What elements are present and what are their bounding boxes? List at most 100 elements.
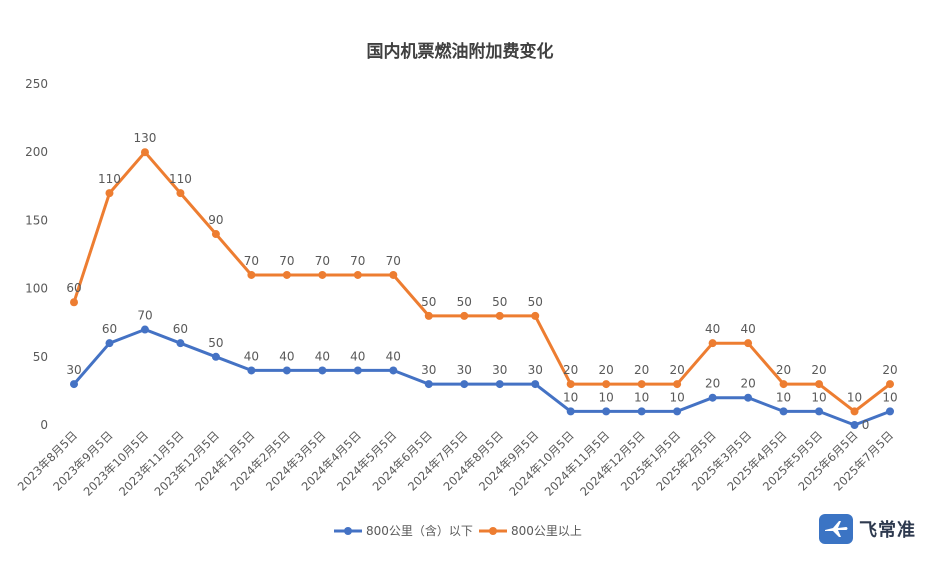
- series-2-data-label: 20: [669, 363, 684, 377]
- series-lines: [72, 150, 891, 427]
- series-1-data-label: 40: [315, 349, 330, 363]
- series-1-data-label: 40: [386, 349, 401, 363]
- series-2-point: [744, 339, 753, 348]
- series-1-point: [495, 380, 504, 389]
- series-1-point: [105, 339, 114, 348]
- series-2-data-label: 20: [882, 363, 897, 377]
- series-2-data-label: 60: [66, 281, 81, 295]
- series-2-data-label: 20: [634, 363, 649, 377]
- series-1-data-label: 10: [811, 390, 826, 404]
- y-tick-label: 50: [33, 350, 48, 364]
- series-2-point: [708, 339, 717, 348]
- series-1-point: [708, 393, 717, 402]
- series-2-data-label: 130: [134, 131, 157, 145]
- series-1-data-label: 30: [457, 363, 472, 377]
- series-2-data-label: 90: [208, 213, 223, 227]
- series-2-point: [105, 189, 114, 198]
- series-1-point: [886, 407, 894, 416]
- series-2-data-label: 50: [528, 295, 543, 309]
- series-2-point: [211, 230, 220, 239]
- airplane-icon: [819, 514, 853, 544]
- series-1-data-label: 0: [862, 418, 870, 432]
- series-1-point: [211, 352, 220, 361]
- series-2-data-label: 50: [457, 295, 472, 309]
- y-tick-label: 0: [40, 418, 48, 432]
- series-2-point: [176, 189, 185, 198]
- series-1-data-label: 30: [492, 363, 507, 377]
- series-2-point: [424, 311, 433, 320]
- legend[interactable]: 800公里（含）以下 800公里以上: [334, 523, 582, 538]
- series-2-data-label: 70: [244, 254, 259, 268]
- series-2-point: [495, 311, 504, 320]
- series-1-data-label: 10: [882, 390, 897, 404]
- series-1-point: [318, 366, 327, 375]
- series-2-data-label: 70: [386, 254, 401, 268]
- series-1-point: [637, 407, 646, 416]
- series-1-point: [140, 325, 149, 334]
- series-2-data-label: 50: [492, 295, 507, 309]
- series-1-point: [531, 380, 540, 389]
- legend-label: 800公里以上: [511, 524, 582, 538]
- series-1-point: [815, 407, 824, 416]
- series-1-point: [247, 366, 256, 375]
- series-line-2: [72, 150, 891, 413]
- series-1-data-label: 70: [137, 309, 152, 323]
- series-2-point: [70, 298, 78, 307]
- watermark-text: 飞常准: [859, 520, 916, 541]
- series-1-data-label: 60: [102, 322, 117, 336]
- series-1-point: [602, 407, 611, 416]
- series-2-point: [815, 380, 824, 389]
- chart-title: 国内机票燃油附加费变化: [367, 41, 554, 62]
- series-1-point: [850, 421, 859, 429]
- data-labels: 30 60 70 60 50 40 40 40 40 40 30 30 30 30 10 10 10 10 20 20…: [66, 131, 897, 432]
- series-1-data-label: 40: [244, 349, 259, 363]
- series-1-data-label: 50: [208, 336, 223, 350]
- series-1-data-label: 10: [599, 390, 614, 404]
- series-2-data-label: 40: [740, 322, 755, 336]
- series-points: [70, 148, 894, 429]
- legend-marker: [489, 527, 497, 535]
- y-tick-label: 200: [25, 145, 48, 159]
- series-1-data-label: 20: [705, 377, 720, 391]
- series-2-point: [673, 380, 682, 389]
- series-2-point: [389, 270, 398, 279]
- series-1-data-label: 10: [563, 390, 578, 404]
- series-2-data-label: 70: [315, 254, 330, 268]
- watermark: 飞常准: [819, 514, 916, 544]
- legend-marker: [344, 527, 352, 535]
- y-tick-label: 250: [25, 77, 48, 91]
- series-1-data-label: 40: [279, 349, 294, 363]
- series-1-point: [744, 393, 753, 402]
- series-2-data-label: 20: [563, 363, 578, 377]
- legend-item-2[interactable]: 800公里以上: [479, 524, 582, 538]
- series-1-data-label: 30: [421, 363, 436, 377]
- legend-item-1[interactable]: 800公里（含）以下: [334, 523, 473, 538]
- series-1-point: [673, 407, 682, 416]
- series-1-point: [566, 407, 575, 416]
- series-1-point: [176, 339, 185, 348]
- series-1-point: [460, 380, 469, 389]
- series-2-data-label: 110: [169, 172, 192, 186]
- series-2-data-label: 70: [350, 254, 365, 268]
- series-2-point: [850, 407, 859, 416]
- series-2-point: [460, 311, 469, 320]
- series-2-point: [282, 270, 291, 279]
- series-1-data-label: 60: [173, 322, 188, 336]
- series-line-1: [72, 328, 891, 427]
- series-2-data-label: 70: [279, 254, 294, 268]
- series-2-data-label: 110: [98, 172, 121, 186]
- series-2-point: [566, 380, 575, 389]
- x-axis: 2023年8月5日2023年9月5日2023年10月5日2023年11月5日20…: [15, 428, 896, 499]
- series-1-point: [389, 366, 398, 375]
- series-1-point: [779, 407, 788, 416]
- y-tick-label: 100: [25, 282, 48, 296]
- series-2-point: [886, 380, 894, 389]
- y-tick-label: 150: [25, 213, 48, 227]
- series-2-point: [140, 148, 149, 157]
- series-2-data-label: 20: [776, 363, 791, 377]
- series-2-data-label: 20: [811, 363, 826, 377]
- series-2-data-label: 10: [847, 390, 862, 404]
- y-axis: 0 50 100 150 200 250: [25, 77, 48, 432]
- series-2-point: [779, 380, 788, 389]
